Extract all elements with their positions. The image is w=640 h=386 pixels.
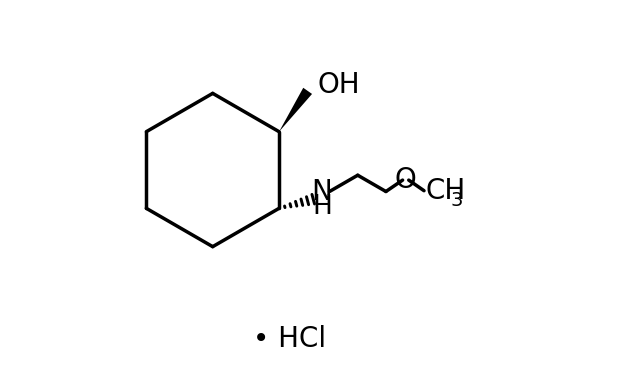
Text: OH: OH [317, 71, 360, 99]
Text: 3: 3 [450, 191, 463, 210]
Polygon shape [279, 88, 312, 132]
Text: CH: CH [426, 177, 466, 205]
Text: O: O [395, 166, 417, 194]
Text: • HCl: • HCl [253, 325, 326, 353]
Text: N: N [312, 178, 332, 205]
Text: H: H [312, 194, 332, 220]
